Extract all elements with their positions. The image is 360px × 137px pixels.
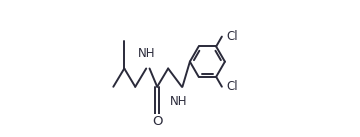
Text: NH: NH [138,47,155,60]
Text: Cl: Cl [226,30,238,43]
Text: Cl: Cl [226,80,238,93]
Text: NH: NH [170,95,188,109]
Text: O: O [152,115,162,128]
